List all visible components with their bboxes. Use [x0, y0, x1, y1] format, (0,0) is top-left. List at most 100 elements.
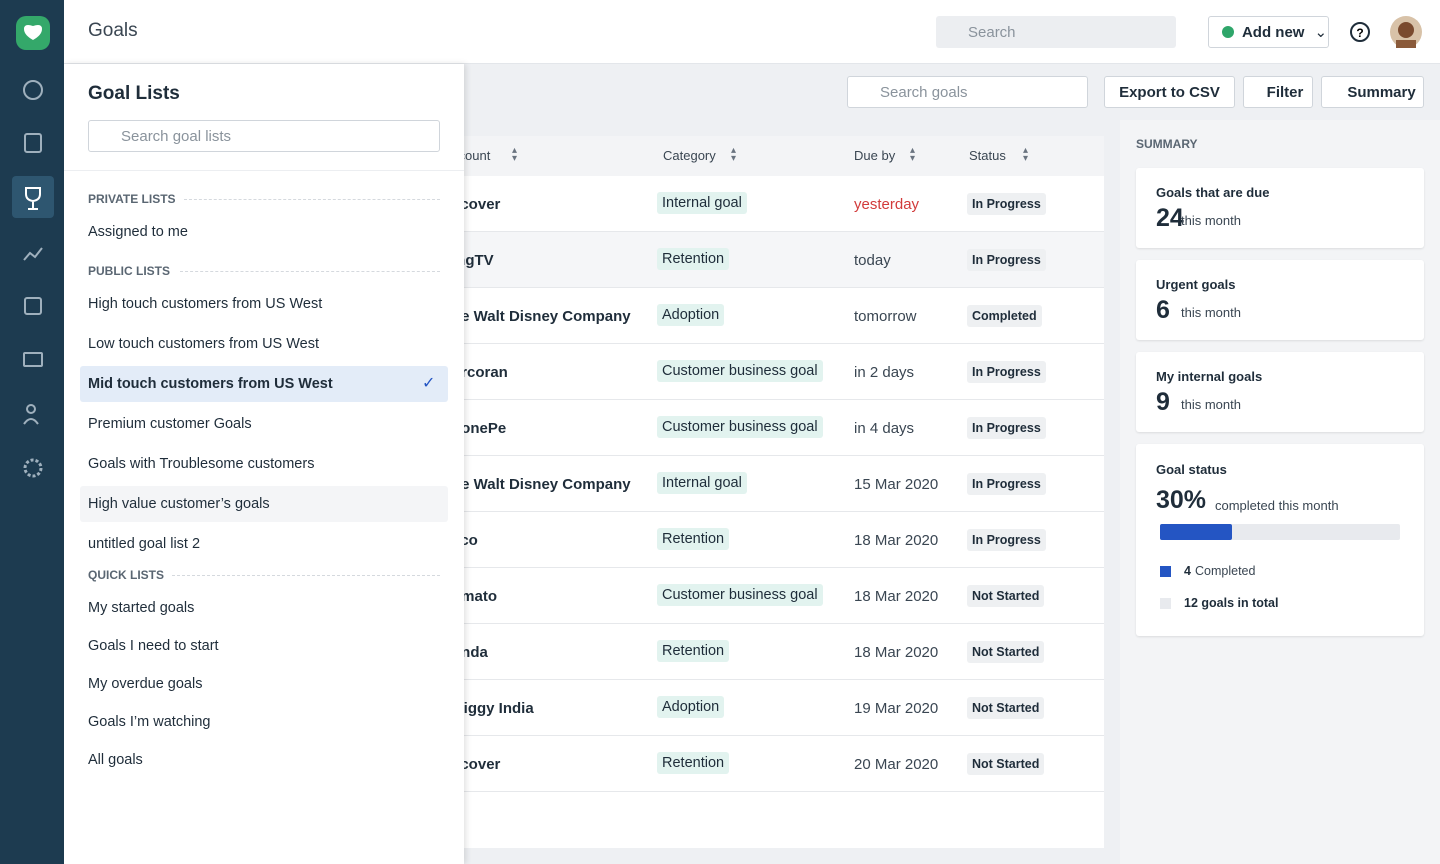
status-badge: Not Started — [967, 697, 1045, 719]
account-name[interactable]: omato — [464, 588, 497, 605]
status-percent: 30% — [1156, 486, 1207, 514]
table-row — [464, 456, 1104, 512]
search[interactable]: Search — [936, 16, 1176, 48]
list-item-label: untitled goal list 2 — [88, 536, 201, 552]
section-rule — [172, 575, 440, 576]
card-unit: this month — [1181, 305, 1241, 320]
due-date: 20 Mar 2020 — [854, 756, 939, 773]
card-label: Urgent goals — [1156, 277, 1236, 292]
total-label: 12 goals in total — [1184, 596, 1279, 610]
table-row — [464, 736, 1104, 792]
due-date: 18 Mar 2020 — [854, 532, 939, 549]
list-item[interactable]: My overdue goals — [80, 666, 448, 702]
category-pill: Internal goal — [657, 192, 747, 214]
nav-sidebar — [0, 0, 64, 864]
due-date: 19 Mar 2020 — [854, 700, 939, 717]
status-badge: In Progress — [967, 417, 1046, 439]
list-item-label: Assigned to me — [88, 224, 188, 240]
category-pill: Retention — [657, 640, 730, 662]
column-header[interactable]: ccount — [464, 148, 491, 163]
account-name[interactable]: he Walt Disney Company — [464, 476, 631, 493]
sort-icon: ▴ ▾ — [512, 145, 518, 164]
sort-icon: ▴ ▾ — [910, 145, 916, 164]
list-item[interactable]: Goals I need to start — [80, 628, 448, 664]
section-rule — [180, 271, 440, 272]
status-badge: Completed — [967, 305, 1042, 327]
summary-card: Urgent goals 6 this month — [1136, 260, 1424, 340]
account-name[interactable]: sco — [464, 532, 478, 549]
list-item-label: Mid touch customers from US West — [88, 376, 333, 392]
status-badge: Not Started — [967, 641, 1045, 663]
column-header[interactable]: Category — [663, 148, 716, 163]
category-pill: Adoption — [657, 304, 725, 326]
due-date: 18 Mar 2020 — [854, 644, 939, 661]
column-header[interactable]: Status — [969, 148, 1006, 163]
card-unit: this month — [1181, 213, 1241, 228]
legend-swatch — [1160, 598, 1171, 609]
add-new-button[interactable]: Add new ⌄ — [1208, 16, 1329, 48]
card-value: 6 — [1156, 296, 1170, 324]
list-item-label: My overdue goals — [88, 676, 203, 692]
card-value: 24 — [1156, 204, 1184, 232]
summary-panel: SUMMARY Goal status 30% completed this m… — [1120, 120, 1440, 864]
filter-button[interactable]: Filter — [1243, 76, 1313, 108]
list-item[interactable]: All goals — [80, 742, 448, 778]
table-row — [464, 344, 1104, 400]
card-label: My internal goals — [1156, 369, 1263, 384]
help-icon[interactable]: ? — [1348, 20, 1372, 44]
account-name[interactable]: he Walt Disney Company — [464, 308, 631, 325]
account-name[interactable]: scover — [464, 196, 501, 213]
category-pill: Adoption — [657, 696, 725, 718]
list-item[interactable]: Low touch customers from US West — [80, 326, 448, 362]
list-item[interactable]: My started goals — [80, 590, 448, 626]
category-pill: Internal goal — [657, 472, 747, 494]
list-item[interactable]: High touch customers from US West — [80, 286, 448, 322]
card-unit: this month — [1181, 397, 1241, 412]
list-item[interactable]: untitled goal list 2 — [80, 526, 448, 562]
export-button[interactable]: Export to CSV — [1104, 76, 1235, 108]
divider — [64, 170, 464, 171]
avatar[interactable] — [1390, 16, 1422, 48]
goals-table: ccount ▴▾ Category ▴▾ Due by ▴▾ Status ▴▾ scover… — [464, 136, 1104, 848]
list-search[interactable]: Search goal lists — [88, 120, 440, 152]
status-card: Goal status 30% completed this month 4 C… — [1136, 444, 1424, 636]
legend-swatch — [1160, 566, 1171, 577]
status-badge: In Progress — [967, 473, 1046, 495]
account-name[interactable]: scover — [464, 756, 501, 773]
summary-button[interactable]: Summary — [1321, 76, 1424, 108]
status-caption: completed this month — [1215, 498, 1339, 513]
list-item-label: Goals I need to start — [88, 638, 219, 654]
account-name[interactable]: wiggy India — [464, 700, 534, 717]
account-name[interactable]: ingTV — [464, 252, 494, 269]
list-item[interactable]: Premium customer Goals — [80, 406, 448, 442]
list-item[interactable]: Goals with Troublesome customers — [80, 446, 448, 482]
due-date: in 2 days — [854, 364, 915, 381]
table-row — [464, 176, 1104, 232]
list-item[interactable]: High value customer’s goals — [80, 486, 448, 522]
category-pill: Customer business goal — [657, 416, 823, 438]
category-pill: Retention — [657, 248, 730, 270]
sort-icon: ▴ ▾ — [731, 145, 737, 164]
account-name[interactable]: honePe — [464, 420, 507, 437]
check-icon: ✓ — [422, 375, 436, 392]
list-item[interactable]: Assigned to me — [80, 214, 448, 250]
column-header[interactable]: Due by — [854, 148, 896, 163]
list-item-label: Premium customer Goals — [88, 416, 252, 432]
top-bar: Goals Search Add new ⌄ ? — [64, 0, 1440, 64]
table-row — [464, 400, 1104, 456]
goal-search[interactable]: Search goals — [847, 76, 1088, 108]
completed-count: 4 — [1184, 564, 1191, 578]
completed-label: Completed — [1195, 564, 1256, 578]
card-value: 9 — [1156, 388, 1170, 416]
list-item[interactable]: Mid touch customers from US West ✓ — [80, 366, 448, 402]
table-row — [464, 288, 1104, 344]
svg-text:?: ? — [1356, 26, 1363, 40]
account-name[interactable]: onda — [464, 644, 488, 661]
account-name[interactable]: orcoran — [464, 364, 508, 381]
status-badge: Not Started — [967, 585, 1045, 607]
page-title: Goals — [88, 20, 138, 41]
add-new-label: Add new — [1241, 23, 1305, 41]
status-badge: In Progress — [967, 249, 1046, 271]
category-pill: Customer business goal — [657, 360, 823, 382]
list-item[interactable]: Goals I’m watching — [80, 704, 448, 740]
